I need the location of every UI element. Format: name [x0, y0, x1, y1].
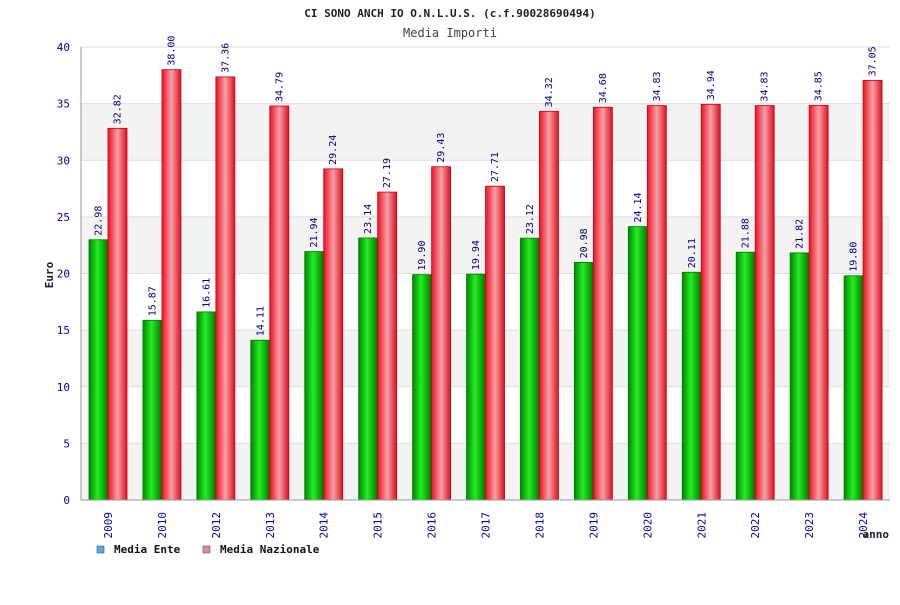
- bar-value-label: 21.82: [795, 219, 806, 249]
- bar-media-ente: [196, 311, 217, 501]
- bar-value-label: 34.79: [274, 72, 285, 102]
- legend-swatch: [96, 545, 105, 554]
- bar-media-nazionale: [269, 105, 290, 501]
- x-tick-label: 2016: [426, 512, 439, 539]
- bar-value-label: 34.32: [544, 77, 555, 107]
- bar-value-label: 34.83: [652, 71, 663, 101]
- legend-swatch: [202, 545, 211, 554]
- bar-value-label: 23.14: [363, 204, 374, 234]
- bar-media-ente: [304, 251, 325, 501]
- bar-value-label: 19.90: [417, 241, 428, 271]
- chart-title: CI SONO ANCH IO O.N.L.U.S. (c.f.90028690…: [304, 7, 595, 20]
- bar-media-ente: [520, 237, 540, 501]
- y-tick-label: 10: [57, 381, 70, 394]
- bar-media-nazionale: [323, 168, 344, 501]
- bar-value-label: 37.05: [868, 46, 879, 76]
- bar-value-label: 34.68: [598, 73, 609, 103]
- x-axis-label: anno: [863, 528, 890, 541]
- bar-media-ente: [735, 251, 756, 501]
- y-axis-label: Euro: [43, 261, 56, 288]
- bar-media-ente: [250, 339, 271, 501]
- x-tick-label: 2021: [695, 512, 708, 539]
- y-tick-label: 30: [57, 154, 70, 167]
- bar-value-label: 19.80: [849, 242, 860, 272]
- bar-value-label: 24.14: [633, 193, 644, 223]
- x-axis-ticks: 2009 2010 2012 2013 2014 2015 2016 2017 2018 2019…: [102, 512, 870, 539]
- bar-value-label: 37.36: [220, 43, 231, 73]
- y-tick-label: 40: [57, 41, 70, 54]
- x-tick-label: 2022: [749, 512, 762, 539]
- y-tick-label: 15: [57, 324, 70, 337]
- y-axis-ticks: 0 5 10 15 20 25 30 35 40: [57, 41, 70, 507]
- bar-value-label: 22.98: [94, 206, 105, 236]
- bar-value-label: 38.00: [166, 36, 177, 66]
- y-tick-label: 0: [63, 494, 70, 507]
- legend-label: Media Nazionale: [220, 543, 320, 556]
- bar-media-nazionale: [593, 106, 613, 501]
- bar-value-label: 20.98: [579, 228, 590, 258]
- bar-value-label: 23.12: [525, 204, 536, 234]
- bar-value-label: 21.88: [741, 218, 752, 248]
- bar-media-nazionale: [862, 80, 883, 501]
- x-tick-label: 2010: [156, 512, 169, 539]
- bar-media-nazionale: [485, 185, 505, 501]
- bar-value-label: 14.11: [255, 306, 266, 336]
- bar-value-label: 34.83: [760, 71, 771, 101]
- bar-media-ente: [789, 252, 810, 501]
- bar-value-label: 34.85: [814, 71, 825, 101]
- y-tick-label: 25: [57, 211, 70, 224]
- bar-media-ente: [574, 262, 594, 501]
- bar-media-nazionale: [808, 104, 829, 501]
- chart-subtitle: Media Importi: [403, 26, 497, 40]
- bar-media-ente: [88, 239, 109, 501]
- bars: [88, 69, 883, 501]
- bar-labels: 22.98 32.82 15.87 38.00 16.61 37.36 14.11 34.79…: [94, 36, 879, 337]
- bar-value-label: 27.71: [490, 152, 501, 182]
- y-tick-label: 5: [63, 437, 70, 450]
- bar-value-label: 20.11: [687, 238, 698, 268]
- x-tick-label: 2020: [641, 512, 654, 539]
- x-tick-label: 2013: [264, 512, 277, 539]
- bar-media-ente: [681, 271, 702, 501]
- bar-media-nazionale: [754, 105, 775, 501]
- x-tick-label: 2012: [210, 512, 223, 539]
- bar-media-ente: [412, 274, 433, 501]
- bar-value-label: 19.94: [471, 240, 482, 270]
- x-tick-label: 2024: [857, 512, 870, 539]
- bar-value-label: 27.19: [382, 158, 393, 188]
- x-tick-label: 2018: [533, 512, 546, 539]
- bar-value-label: 16.61: [201, 278, 212, 308]
- x-tick-label: 2014: [318, 512, 331, 539]
- x-tick-label: 2015: [372, 512, 385, 539]
- legend-label: Media Ente: [114, 543, 181, 556]
- legend: Media Ente Media Nazionale: [96, 543, 320, 556]
- bar-media-nazionale: [431, 166, 452, 501]
- bar-value-label: 34.94: [706, 70, 717, 100]
- bar-media-nazionale: [161, 69, 182, 501]
- y-tick-label: 35: [57, 98, 70, 111]
- bar-value-label: 29.24: [328, 135, 339, 165]
- bar-media-ente: [843, 275, 864, 501]
- bar-media-nazionale: [377, 191, 398, 501]
- bar-value-label: 29.43: [436, 133, 447, 163]
- bar-media-ente: [358, 237, 379, 501]
- bar-media-ente: [627, 226, 648, 501]
- bar-value-label: 21.94: [309, 217, 320, 247]
- bar-media-nazionale: [700, 103, 721, 501]
- x-tick-label: 2017: [480, 512, 493, 539]
- bar-value-label: 32.82: [113, 94, 124, 124]
- x-tick-label: 2019: [587, 512, 600, 539]
- bar-value-label: 15.87: [147, 286, 158, 316]
- x-tick-label: 2009: [102, 512, 115, 539]
- bar-media-nazionale: [107, 127, 128, 501]
- bar-media-nazionale: [215, 76, 236, 501]
- bar-media-ente: [142, 319, 163, 501]
- bar-media-nazionale: [646, 105, 667, 501]
- x-tick-label: 2023: [803, 512, 816, 539]
- y-tick-label: 20: [57, 268, 70, 281]
- bar-media-ente: [466, 273, 486, 501]
- bar-media-nazionale: [539, 110, 559, 501]
